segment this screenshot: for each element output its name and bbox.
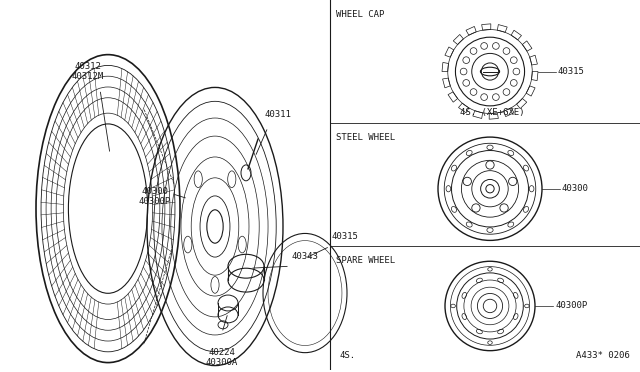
Text: 40315: 40315 — [332, 232, 359, 241]
Text: WHEEL CAP: WHEEL CAP — [335, 10, 384, 19]
Text: SPARE WHEEL: SPARE WHEEL — [335, 256, 395, 265]
Text: 40300P: 40300P — [555, 301, 588, 311]
Text: 40343: 40343 — [292, 252, 319, 261]
Text: 40300
40300P: 40300 40300P — [139, 187, 171, 206]
Text: 40224
40300A: 40224 40300A — [206, 348, 238, 367]
Text: 40315: 40315 — [558, 67, 585, 76]
Text: STEEL WHEEL: STEEL WHEEL — [335, 133, 395, 142]
Text: A433* 0206: A433* 0206 — [576, 350, 630, 360]
Text: 4S. (XE+GXE): 4S. (XE+GXE) — [460, 108, 525, 117]
Text: 40312
40312M: 40312 40312M — [72, 62, 104, 81]
Text: 4S.: 4S. — [340, 350, 356, 360]
Text: 40300: 40300 — [562, 184, 589, 193]
Text: 40311: 40311 — [264, 110, 291, 119]
